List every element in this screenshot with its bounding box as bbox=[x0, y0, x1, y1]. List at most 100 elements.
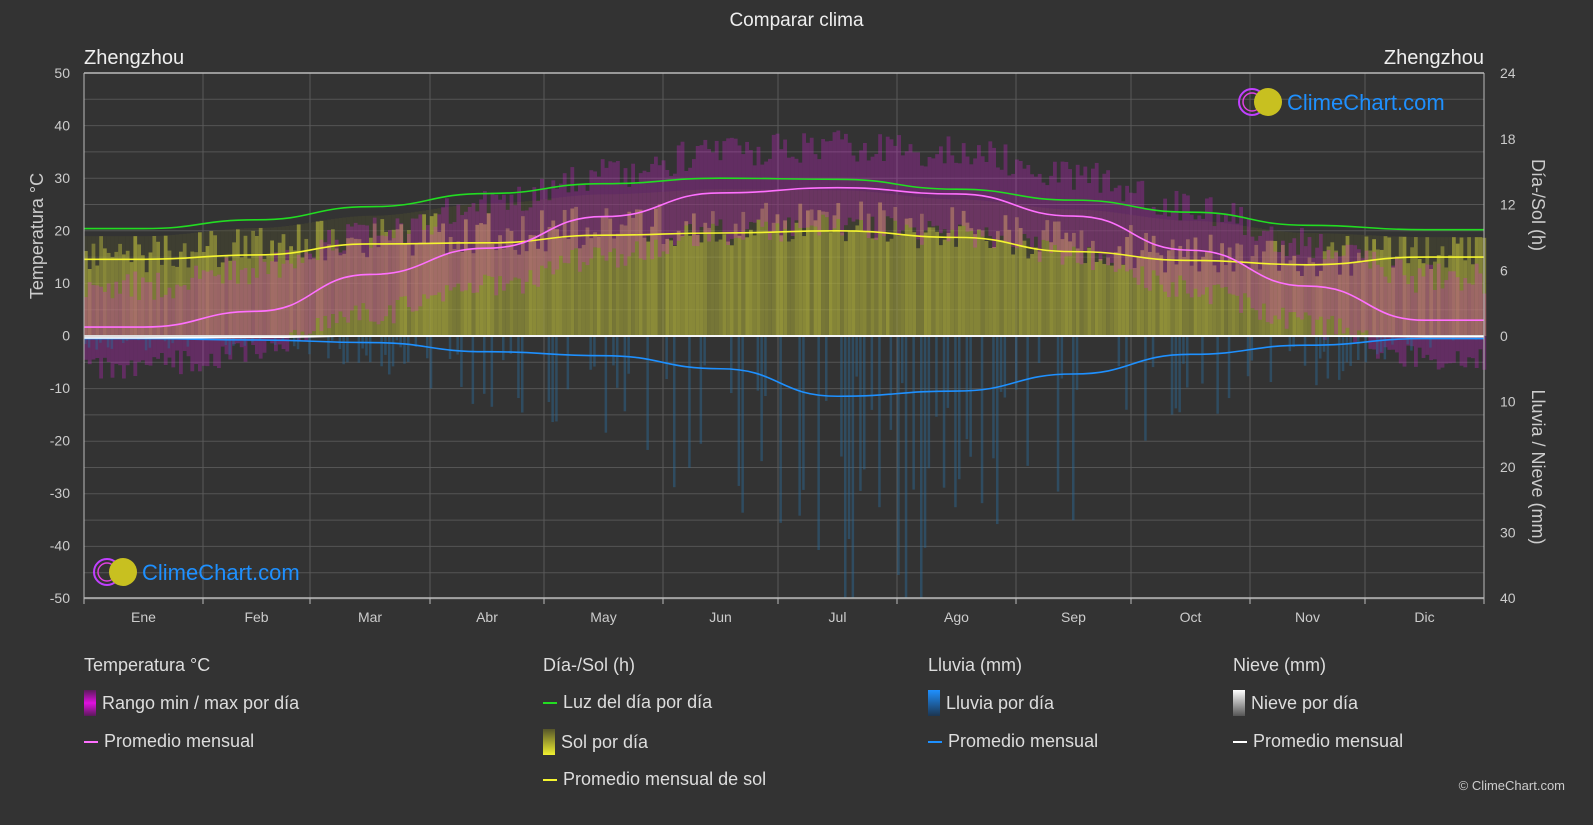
temp-range-bar bbox=[1463, 278, 1468, 368]
sun-bar bbox=[1307, 257, 1312, 336]
daylight-bar bbox=[194, 232, 198, 253]
daylight-bar bbox=[407, 212, 411, 231]
daylight-bar bbox=[1072, 209, 1076, 233]
temp-range-bar bbox=[1106, 170, 1110, 266]
temp-range-bar bbox=[1231, 202, 1236, 295]
sun-bar bbox=[1463, 260, 1468, 336]
temp-range-bar bbox=[380, 235, 385, 321]
sun-bar bbox=[980, 230, 985, 336]
sun-bar bbox=[475, 224, 480, 336]
sun-bar bbox=[399, 224, 404, 336]
sun-bar bbox=[1406, 263, 1411, 336]
temp-range-bar bbox=[1216, 213, 1221, 285]
sun-bar bbox=[543, 251, 548, 336]
sun-bar bbox=[156, 241, 160, 336]
temp-range-bar bbox=[996, 167, 1000, 241]
sun-bar bbox=[369, 237, 373, 336]
daylight-bar bbox=[479, 203, 483, 224]
sun-bar bbox=[228, 260, 233, 336]
daylight-bar bbox=[1178, 220, 1183, 246]
daylight-bar bbox=[764, 189, 768, 203]
sun-bar bbox=[1087, 247, 1091, 336]
daylight-bar bbox=[350, 216, 354, 238]
sun-bar bbox=[965, 222, 970, 336]
daylight-bar bbox=[1235, 224, 1240, 244]
daylight-bar bbox=[950, 199, 955, 208]
sun-bar bbox=[619, 224, 624, 336]
daylight-bar bbox=[897, 194, 901, 236]
sun-bar bbox=[904, 218, 909, 336]
sun-bar bbox=[285, 260, 290, 336]
daylight-bar bbox=[893, 194, 898, 207]
sun-bar bbox=[300, 257, 305, 336]
sun-bar bbox=[1421, 263, 1426, 336]
sun-bar bbox=[213, 235, 217, 336]
temp-range-bar bbox=[1075, 164, 1080, 263]
daylight-bar bbox=[939, 198, 943, 246]
daylight-bar bbox=[521, 201, 525, 217]
daylight-bar bbox=[502, 203, 506, 249]
sun-bar bbox=[699, 242, 704, 336]
temp-range-bar bbox=[1125, 185, 1129, 272]
sun-bar bbox=[851, 230, 856, 336]
temp-range-bar bbox=[695, 146, 700, 247]
sun-bar bbox=[1231, 271, 1236, 336]
sun-bar bbox=[939, 245, 943, 336]
sun-bar bbox=[828, 232, 833, 336]
sun-bar bbox=[1254, 244, 1259, 336]
daylight-bar bbox=[1239, 225, 1243, 245]
sun-bar bbox=[274, 261, 278, 336]
sun-bar bbox=[266, 255, 271, 336]
sun-bar bbox=[1129, 225, 1133, 336]
temp-range-bar bbox=[612, 162, 616, 249]
y-left-tick-label: 10 bbox=[54, 275, 70, 291]
temp-range-bar bbox=[486, 213, 491, 276]
sun-bar bbox=[1239, 244, 1243, 336]
sun-bar bbox=[855, 225, 860, 336]
x-tick-label: Feb bbox=[244, 609, 268, 625]
sun-bar bbox=[1106, 257, 1110, 336]
sun-bar bbox=[741, 211, 746, 336]
sun-bar bbox=[969, 228, 974, 336]
temp-range-bar bbox=[270, 261, 274, 344]
sun-bar bbox=[1091, 240, 1095, 336]
temp-range-bar bbox=[346, 224, 350, 323]
x-tick-label: Nov bbox=[1295, 609, 1320, 625]
temp-range-bar bbox=[878, 134, 882, 234]
daylight-bar bbox=[1224, 223, 1228, 266]
daylight-bar bbox=[494, 203, 499, 251]
sun-bar bbox=[885, 241, 890, 336]
temp-range-bar bbox=[1167, 216, 1171, 298]
y-right-top-tick-label: 18 bbox=[1500, 131, 1516, 147]
sun-bar bbox=[1201, 256, 1205, 336]
rain-bar bbox=[228, 336, 231, 355]
daylight-bar bbox=[532, 200, 537, 236]
rain-bar bbox=[616, 336, 619, 388]
temp-range-bar bbox=[266, 274, 271, 341]
daylight-bar bbox=[961, 199, 966, 211]
rain-swatch-icon bbox=[928, 690, 940, 716]
logo-bottom: ClimeChart.com bbox=[93, 558, 300, 586]
rain-bar bbox=[555, 336, 558, 422]
temp-range-bar bbox=[1159, 214, 1164, 285]
sun-bar bbox=[437, 231, 442, 336]
rain-bar bbox=[1319, 336, 1322, 359]
temp-range-bar bbox=[220, 283, 225, 347]
sun-bar bbox=[574, 206, 578, 336]
temp-range-bar bbox=[414, 218, 419, 311]
daylight-bar bbox=[141, 236, 145, 256]
sun-bar bbox=[821, 211, 825, 336]
daylight-bar bbox=[657, 192, 662, 205]
temp-range-bar bbox=[521, 210, 525, 294]
snow-swatch-icon bbox=[1233, 690, 1245, 716]
daylight-bar bbox=[490, 203, 495, 244]
sun-bar bbox=[350, 237, 354, 336]
sun-bar bbox=[1436, 255, 1441, 336]
rain-bar bbox=[517, 336, 520, 399]
sun-bar bbox=[1041, 230, 1046, 336]
rain-bar bbox=[756, 336, 760, 391]
legend-snow-daily: Nieve por día bbox=[1233, 690, 1358, 716]
rain-bar bbox=[942, 336, 946, 488]
legend-rain-heading: Lluvia (mm) bbox=[928, 655, 1023, 675]
logo-text: ClimeChart.com bbox=[142, 560, 300, 585]
